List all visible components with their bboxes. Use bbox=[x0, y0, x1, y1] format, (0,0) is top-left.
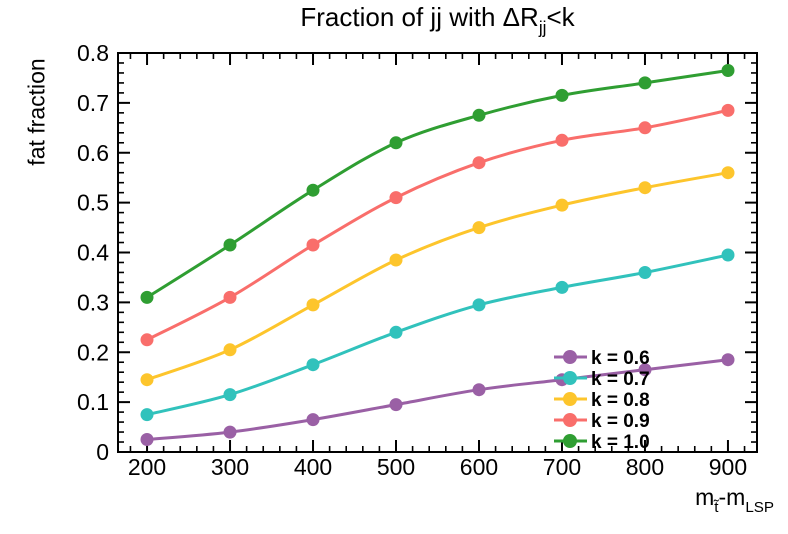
y-tick-label: 0.2 bbox=[77, 339, 109, 365]
series-k0.6 bbox=[140, 353, 735, 446]
y-tick-label: 0.4 bbox=[77, 240, 109, 266]
legend-marker bbox=[563, 434, 577, 448]
y-tick-label: 0.1 bbox=[77, 389, 109, 415]
x-axis-title: mt̃-mLSP bbox=[695, 484, 774, 515]
series-k0.8 bbox=[140, 166, 735, 387]
series-k1.0 bbox=[140, 64, 735, 304]
data-point bbox=[555, 198, 569, 212]
legend-marker bbox=[563, 371, 577, 385]
data-point bbox=[223, 238, 237, 252]
series-line bbox=[145, 69, 730, 299]
x-tick-label: 400 bbox=[294, 454, 332, 480]
data-point bbox=[306, 238, 320, 252]
series-line bbox=[145, 108, 730, 342]
data-point bbox=[140, 433, 154, 446]
x-tick-label: 600 bbox=[460, 454, 498, 480]
x-title-m1: m bbox=[695, 484, 715, 510]
legend-label: k = 0.9 bbox=[591, 411, 650, 432]
legend-label: k = 0.7 bbox=[591, 369, 650, 390]
chart-title-main: Fraction of jj with ΔR bbox=[300, 2, 539, 32]
data-point bbox=[306, 358, 320, 372]
x-tick-label: 500 bbox=[377, 454, 415, 480]
data-point bbox=[472, 108, 486, 122]
data-point bbox=[140, 408, 154, 422]
legend-marker bbox=[563, 413, 577, 427]
plot-frame bbox=[117, 52, 758, 453]
data-point bbox=[555, 88, 569, 102]
axis-ticks bbox=[118, 52, 757, 453]
series-line bbox=[145, 171, 730, 382]
x-tick-label: 700 bbox=[543, 454, 581, 480]
data-point bbox=[306, 298, 320, 312]
data-point bbox=[306, 183, 320, 197]
legend-entry-k0.9: k = 0.9 bbox=[554, 411, 650, 432]
chart-title-tail: <k bbox=[546, 2, 575, 32]
legend-entry-k1.0: k = 1.0 bbox=[554, 432, 650, 453]
legend-label: k = 1.0 bbox=[591, 432, 650, 453]
data-point bbox=[721, 353, 735, 367]
data-point bbox=[721, 166, 735, 180]
legend-marker bbox=[563, 392, 577, 406]
chart-title: Fraction of jj with ΔRjj<k bbox=[118, 2, 757, 36]
y-tick-label: 0.8 bbox=[77, 40, 109, 66]
series-k0.9 bbox=[140, 103, 735, 347]
legend-entry-k0.7: k = 0.7 bbox=[554, 369, 650, 390]
y-tick-label: 0 bbox=[96, 439, 109, 465]
y-tick-label: 0.6 bbox=[77, 140, 109, 166]
x-axis-tick-labels: 200 300 400 500 600 700 800 900 bbox=[128, 454, 747, 480]
data-point bbox=[638, 76, 652, 90]
data-point bbox=[638, 121, 652, 135]
legend-marker bbox=[563, 350, 577, 364]
data-point bbox=[555, 280, 569, 294]
series-line bbox=[145, 358, 730, 441]
x-tick-label: 300 bbox=[211, 454, 249, 480]
y-axis-tick-labels: 0 0.1 0.2 0.3 0.4 0.5 0.6 0.7 0.8 bbox=[77, 40, 109, 465]
legend: k = 0.6k = 0.7k = 0.8k = 0.9k = 1.0 bbox=[554, 348, 650, 453]
x-tick-label: 200 bbox=[128, 454, 166, 480]
series-line bbox=[145, 253, 730, 417]
data-point bbox=[223, 388, 237, 402]
data-point bbox=[223, 343, 237, 357]
data-point bbox=[721, 64, 735, 77]
x-tick-label: 800 bbox=[626, 454, 664, 480]
data-point bbox=[638, 266, 652, 279]
x-tick-label: 900 bbox=[709, 454, 747, 480]
data-point bbox=[472, 298, 486, 312]
data-point bbox=[555, 133, 569, 147]
data-point bbox=[140, 373, 154, 387]
data-point bbox=[306, 413, 320, 427]
x-title-sub-stop: t̃ bbox=[714, 498, 719, 516]
data-point bbox=[638, 363, 652, 377]
x-title-m2: -m bbox=[718, 484, 746, 510]
legend-label: k = 0.6 bbox=[591, 348, 650, 369]
data-point bbox=[389, 191, 403, 205]
data-point bbox=[472, 221, 486, 235]
data-point bbox=[140, 290, 154, 304]
data-point bbox=[223, 290, 237, 304]
y-tick-label: 0.3 bbox=[77, 289, 109, 315]
data-point bbox=[140, 333, 154, 347]
legend-entry-k0.8: k = 0.8 bbox=[554, 390, 650, 411]
series-k0.7 bbox=[140, 248, 735, 422]
data-point bbox=[389, 398, 403, 412]
y-tick-label: 0.5 bbox=[77, 190, 109, 216]
legend-entry-k0.6: k = 0.6 bbox=[554, 348, 650, 369]
data-point bbox=[389, 253, 403, 267]
y-tick-label: 0.7 bbox=[77, 90, 109, 116]
data-point bbox=[721, 103, 735, 117]
data-point bbox=[638, 181, 652, 195]
data-point bbox=[389, 136, 403, 150]
data-point bbox=[472, 156, 486, 170]
legend-label: k = 0.8 bbox=[591, 390, 650, 411]
x-title-sub-lsp: LSP bbox=[745, 498, 774, 516]
data-point bbox=[472, 383, 486, 397]
data-point bbox=[721, 248, 735, 262]
chart-title-subscript: jj bbox=[538, 17, 547, 38]
data-point bbox=[223, 425, 237, 439]
data-point bbox=[389, 325, 403, 339]
